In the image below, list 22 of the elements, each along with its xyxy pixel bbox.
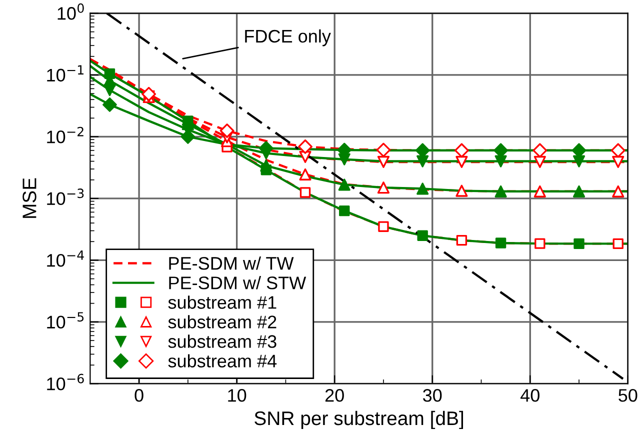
legend-label: substream #4 (168, 354, 277, 368)
y-tick-label: 10$^{−1}$ (47, 65, 84, 82)
x-tick-label: 20 (325, 389, 344, 402)
legend-label: substream #1 (168, 296, 276, 309)
legend-label: PE-SDM w/ TW (169, 256, 294, 270)
x-tick-label: 40 (520, 389, 540, 402)
annotation: FDCE only (245, 29, 331, 46)
y-tick-label: 10$^{0}$ (58, 3, 84, 20)
x-axis-title: SNR per substream [dB] (254, 410, 464, 430)
y-tick-label: 10$^{−4}$ (47, 250, 84, 267)
x-tick-label: 0 (134, 389, 144, 402)
y-axis-title: MSE (22, 178, 36, 218)
y-tick-label: 10$^{−6}$ (47, 374, 84, 390)
x-tick-label: 30 (423, 389, 442, 402)
legend-label: substream #3 (168, 334, 276, 348)
legend-label: substream #2 (168, 315, 276, 328)
x-tick-label: 10 (228, 389, 246, 402)
y-tick-label: 10$^{−2}$ (47, 126, 84, 144)
x-tick-label: 50 (618, 389, 638, 402)
legend-label: PE-SDM w/ STW (169, 276, 306, 290)
y-tick-label: 10$^{−3}$ (47, 188, 84, 206)
y-tick-label: 10$^{−5}$ (47, 312, 84, 329)
